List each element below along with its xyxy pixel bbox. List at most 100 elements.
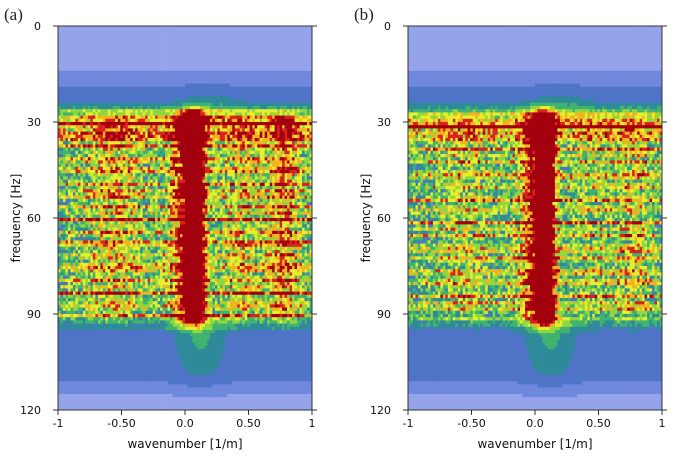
heatmap-cell	[80, 93, 84, 97]
heatmap-cell	[272, 29, 275, 33]
heatmap-cell	[105, 93, 109, 97]
heatmap-cell	[249, 118, 253, 123]
heatmap-cell	[147, 77, 151, 81]
heatmap-cell	[277, 179, 280, 184]
heatmap-cell	[102, 122, 106, 126]
heatmap-cell	[110, 144, 114, 148]
heatmap-plot-area	[58, 26, 313, 411]
heatmap-cell	[155, 131, 158, 136]
heatmap-cell	[267, 26, 271, 30]
heatmap-cell	[117, 157, 121, 161]
heatmap-cell	[70, 29, 74, 33]
heatmap-cell	[284, 163, 288, 168]
heatmap-cell	[67, 131, 71, 136]
heatmap-cell	[262, 64, 266, 68]
heatmap-cell	[217, 42, 221, 46]
heatmap-cell	[277, 131, 280, 136]
heatmap-cell	[140, 163, 144, 168]
heatmap-cell	[95, 70, 99, 75]
heatmap-cell	[125, 147, 129, 152]
heatmap-cell	[92, 67, 96, 72]
heatmap-cell	[58, 170, 61, 174]
heatmap-cell	[262, 58, 266, 62]
heatmap-cell	[214, 160, 218, 164]
heatmap-cell	[185, 125, 188, 129]
heatmap-cell	[115, 35, 119, 40]
heatmap-cell	[145, 179, 148, 184]
heatmap-cell	[67, 163, 71, 168]
heatmap-cell	[209, 179, 213, 184]
heatmap-cell	[267, 163, 271, 168]
heatmap-cell	[219, 102, 223, 107]
heatmap-cell	[242, 102, 246, 107]
heatmap-cell	[112, 70, 116, 75]
heatmap-cell	[289, 118, 293, 123]
heatmap-cell	[135, 109, 139, 113]
heatmap-cell	[65, 32, 69, 36]
heatmap-cell	[75, 170, 79, 174]
heatmap-cell	[115, 176, 119, 180]
heatmap-cell	[130, 67, 134, 72]
heatmap-cell	[224, 125, 228, 129]
heatmap-cell	[97, 77, 101, 81]
heatmap-cell	[292, 141, 295, 145]
heatmap-cell	[254, 150, 258, 155]
heatmap-cell	[137, 128, 141, 132]
heatmap-cell	[107, 54, 111, 59]
heatmap-cell	[97, 176, 101, 180]
heatmap-cell	[180, 45, 183, 49]
heatmap-cell	[125, 51, 129, 56]
heatmap-cell	[157, 118, 161, 123]
heatmap-cell	[299, 45, 303, 49]
heatmap-cell	[239, 176, 243, 180]
heatmap-cell	[60, 128, 64, 132]
heatmap-cell	[160, 115, 163, 120]
heatmap-cell	[242, 131, 246, 136]
heatmap-cell	[279, 51, 283, 56]
heatmap-cell	[117, 112, 121, 116]
heatmap-cell	[212, 144, 216, 148]
heatmap-cell	[77, 77, 81, 81]
heatmap-cell	[130, 112, 134, 116]
heatmap-cell	[77, 128, 81, 132]
heatmap-cell	[92, 80, 96, 84]
heatmap-cell	[207, 112, 211, 116]
heatmap-cell	[304, 102, 308, 107]
heatmap-cell	[60, 160, 64, 164]
heatmap-cell	[90, 64, 94, 68]
heatmap-cell	[145, 70, 148, 75]
heatmap-cell	[167, 74, 171, 78]
heatmap-cell	[167, 176, 171, 180]
heatmap-cell	[307, 99, 310, 104]
heatmap-cell	[297, 106, 300, 110]
heatmap-cell	[224, 86, 228, 91]
heatmap-cell	[185, 163, 188, 168]
heatmap-cell	[257, 93, 261, 97]
heatmap-cell	[107, 70, 111, 75]
heatmap-cell	[152, 58, 156, 62]
heatmap-cell	[82, 54, 86, 59]
heatmap-cell	[277, 150, 280, 155]
heatmap-cell	[269, 147, 273, 152]
heatmap-cell	[165, 64, 168, 68]
heatmap-cell	[87, 109, 91, 113]
heatmap-cell	[199, 70, 203, 75]
heatmap-cell	[58, 86, 61, 91]
heatmap-cell	[112, 38, 116, 43]
heatmap-cell	[287, 115, 290, 120]
heatmap-cell	[102, 179, 106, 184]
heatmap-cell	[152, 166, 156, 171]
heatmap-cell	[62, 99, 66, 104]
heatmap-cell	[254, 157, 258, 161]
heatmap-cell	[180, 160, 183, 164]
heatmap-cell	[127, 166, 131, 171]
heatmap-cell	[199, 179, 203, 184]
heatmap-cell	[202, 166, 206, 171]
heatmap-cell	[249, 93, 253, 97]
heatmap-cell	[232, 170, 236, 174]
heatmap-cell	[122, 138, 126, 142]
heatmap-cell	[227, 48, 231, 52]
heatmap-cell	[234, 48, 238, 52]
heatmap-cell	[187, 166, 191, 171]
heatmap-cell	[222, 125, 226, 129]
